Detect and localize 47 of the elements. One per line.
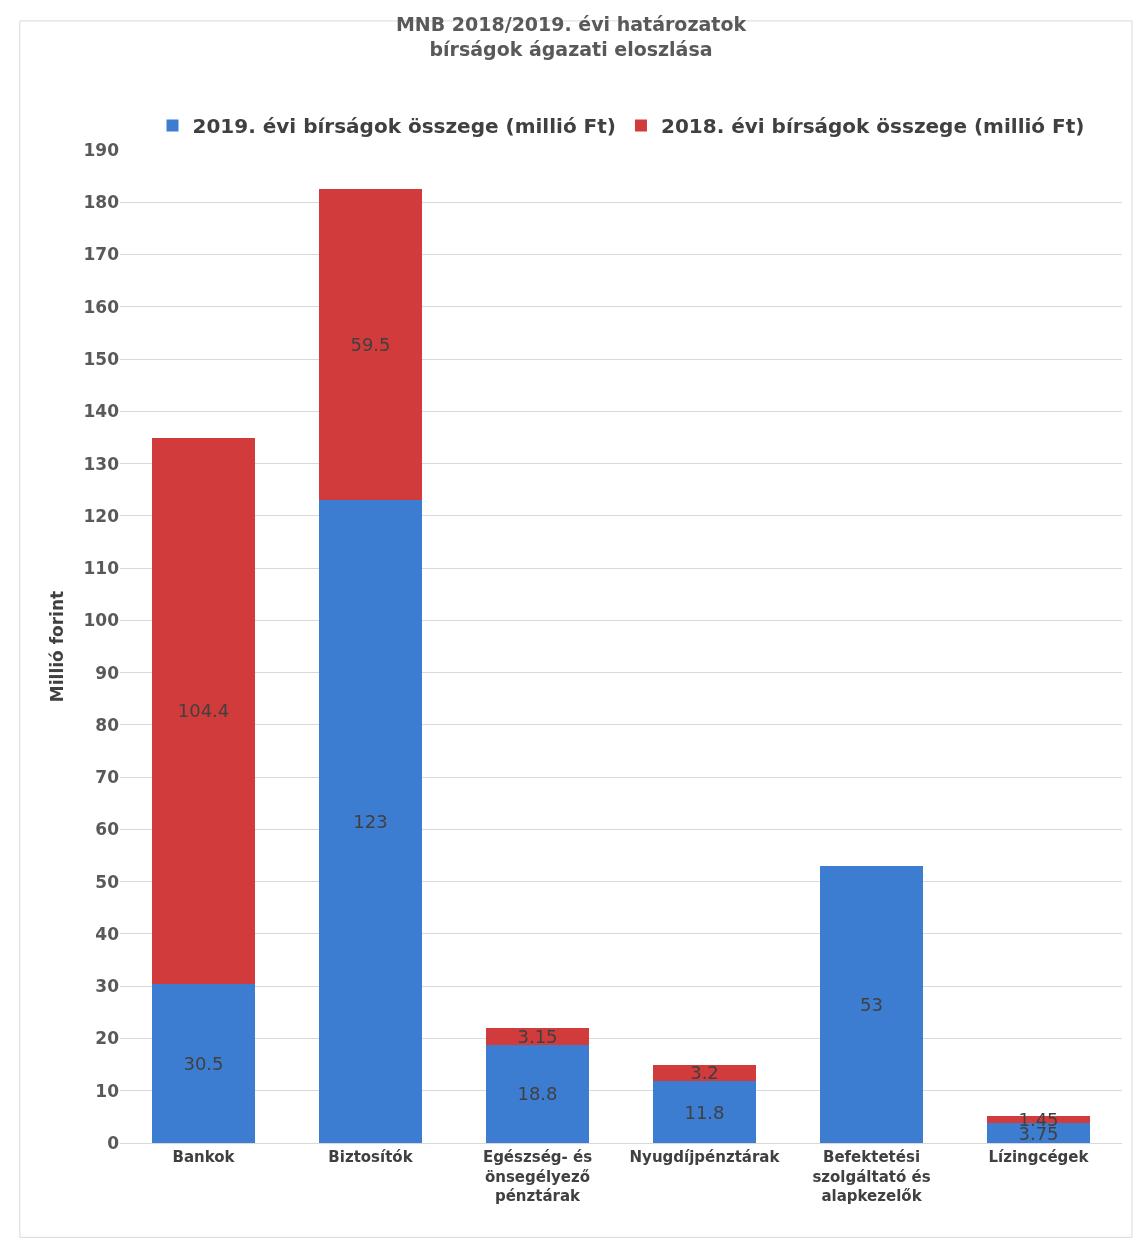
y-tick-label: 70 xyxy=(95,767,120,788)
y-tick-label: 100 xyxy=(83,610,120,631)
data-label: 104.4 xyxy=(177,700,230,722)
y-tick-label: 120 xyxy=(83,505,120,526)
y-tick-label: 40 xyxy=(95,923,120,944)
x-tick-label: Egészség- és önsegélyező pénztárak xyxy=(482,1148,593,1205)
legend-label: 2019. évi bírságok összege (millió Ft) xyxy=(192,114,616,139)
y-tick-label: 190 xyxy=(83,139,120,160)
chart-title: MNB 2018/2019. évi határozatok bírságok ágazati eloszlása xyxy=(395,13,747,60)
y-tick-label: 50 xyxy=(95,871,120,892)
data-label: 30.5 xyxy=(183,1052,224,1074)
y-tick-label: 150 xyxy=(83,349,120,369)
y-tick-label: 130 xyxy=(83,453,120,474)
y-axis-title: Millió forint xyxy=(47,590,68,703)
legend-label: 2018. évi bírságok összege (millió Ft) xyxy=(660,114,1085,139)
y-tick-label: 180 xyxy=(83,192,120,213)
bar xyxy=(151,437,256,984)
bar xyxy=(485,1044,590,1143)
y-tick-label: 80 xyxy=(95,714,120,735)
bar xyxy=(819,866,924,1143)
y-tick-label: 20 xyxy=(95,1028,120,1049)
data-label: 123 xyxy=(353,811,388,833)
data-label: 59.5 xyxy=(350,334,391,356)
bar xyxy=(151,983,256,1143)
bar xyxy=(318,189,423,501)
bar xyxy=(652,1081,757,1143)
data-label: 3.2 xyxy=(690,1062,719,1084)
y-tick-label: 90 xyxy=(95,662,120,683)
y-tick-label: 110 xyxy=(83,558,120,579)
data-label: 53 xyxy=(860,994,883,1016)
x-tick-label: Befektetési szolgáltató és alapkezelők xyxy=(812,1148,931,1205)
data-label: 3.15 xyxy=(517,1026,558,1048)
y-tick-label: 10 xyxy=(95,1080,120,1101)
x-tick-label: Bankok xyxy=(172,1148,236,1166)
data-label: 18.8 xyxy=(517,1083,558,1105)
y-tick-label: 0 xyxy=(107,1132,120,1153)
bar xyxy=(318,500,423,1143)
data-label: 11.8 xyxy=(684,1101,725,1123)
y-tick-label: 170 xyxy=(83,244,120,265)
y-tick-label: 140 xyxy=(83,401,120,422)
x-tick-label: Lízingcégek xyxy=(988,1148,1090,1166)
bar xyxy=(485,1028,590,1045)
y-tick-label: 30 xyxy=(95,976,120,997)
y-tick-label: 60 xyxy=(95,819,120,840)
y-tick-label: 160 xyxy=(83,296,120,317)
x-tick-label: Biztosítók xyxy=(328,1148,414,1166)
x-tick-label: Nyugdíjpénztárak xyxy=(629,1148,781,1166)
